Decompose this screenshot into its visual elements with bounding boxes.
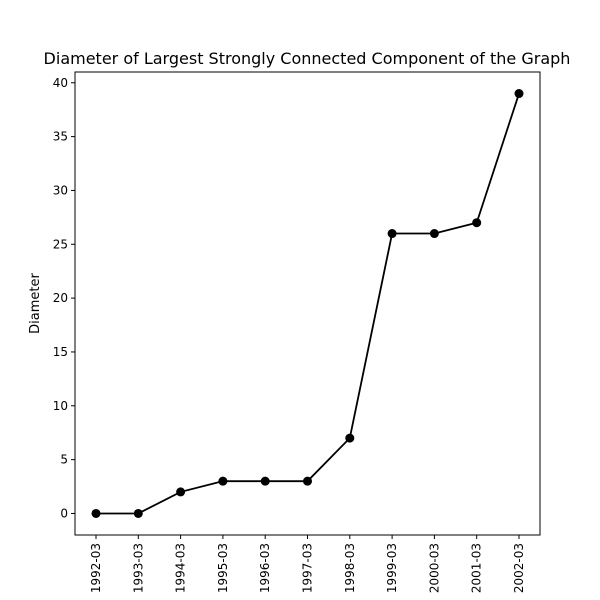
y-tick-label: 35 [53,130,68,144]
y-tick-label: 0 [60,506,68,520]
data-point [345,433,355,443]
x-tick-label: 1997-03 [301,543,315,593]
y-tick-label: 30 [53,183,68,197]
y-tick-label: 10 [53,399,68,413]
x-tick-label: 1996-03 [258,543,272,593]
y-tick-label: 15 [53,345,68,359]
y-axis-label: Diameter [28,273,43,334]
y-tick-label: 20 [53,291,68,305]
x-tick-label: 1998-03 [343,543,357,593]
data-point [260,476,270,486]
plot-frame [74,71,541,536]
series-line [96,93,520,515]
data-point [387,229,397,239]
data-point [218,476,228,486]
x-tick-label: 2000-03 [427,543,441,593]
y-tick-label: 25 [53,237,68,251]
chart-title: Diameter of Largest Strongly Connected C… [44,49,571,68]
data-point [303,476,312,486]
y-tick-label: 40 [53,76,68,90]
y-tick-label: 5 [60,453,68,467]
x-tick-label: 2001-03 [470,543,484,593]
x-tick-label: 1999-03 [385,543,399,593]
x-tick-label: 1995-03 [216,543,230,593]
data-point [133,508,143,518]
data-point [429,229,439,239]
data-point [472,218,482,228]
plot-area: 0 5 10 15 20 25 30 35 40 1992-03 1993-03 1994-03 199… [53,76,526,593]
x-tick-label: 2002-03 [512,543,526,593]
x-tick-label: 1993-03 [131,543,145,593]
data-point [514,89,524,99]
x-tick-label: 1992-03 [89,543,103,593]
data-point [91,508,101,518]
x-tick-label: 1994-03 [174,543,188,593]
data-point [176,487,186,497]
